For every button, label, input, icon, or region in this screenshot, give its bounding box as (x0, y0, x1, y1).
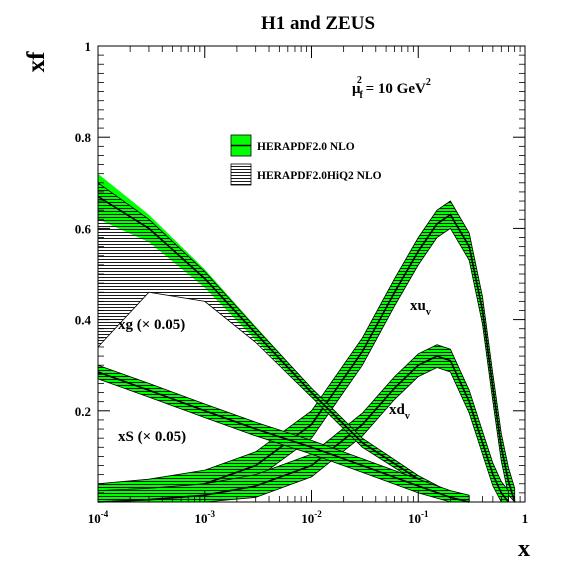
legend-swatch-hatch (230, 163, 252, 186)
x-tick-exp: -1 (421, 509, 429, 519)
scale-sup: 2 (357, 75, 362, 86)
legend-entry-hiq2: HERAPDF2.0HiQ2 NLO (230, 163, 382, 186)
band-xg (98, 173, 470, 502)
x-tick-base: 10 (195, 511, 208, 526)
label-xuv: xuv (410, 298, 431, 318)
x-tick-label: 10-1 (408, 509, 429, 526)
label-xuv-sub: v (426, 307, 431, 318)
y-tick-label: 0.4 (75, 313, 92, 328)
curve-xu_v (97, 213, 516, 503)
curve-xS (97, 371, 470, 503)
scale-sub: f (360, 90, 364, 101)
label-xs: xS (× 0.05) (118, 429, 186, 445)
x-axis-label: x (518, 536, 530, 562)
curve-xd_v (97, 355, 510, 503)
legend: HERAPDF2.0 NLO HERAPDF2.0HiQ2 NLO (230, 134, 382, 186)
x-tick-exp: -4 (101, 509, 109, 519)
label-xdv-main: xd (389, 402, 406, 418)
x-tick-base: 10 (408, 511, 421, 526)
y-axis-label: xf (23, 51, 50, 73)
x-tick-labels: 10-4 10-3 10-2 10-1 1 (88, 509, 529, 526)
unit-sup: 2 (426, 77, 431, 88)
chart-title: H1 and ZEUS (261, 13, 375, 34)
y-tick-label: 0.6 (75, 221, 92, 236)
x-tick-label: 10-3 (195, 509, 216, 526)
y-tick-labels: 0.2 0.4 0.6 0.8 1 (75, 39, 92, 419)
x-tick-label: 10-2 (301, 509, 322, 526)
legend-label-hiq2: HERAPDF2.0HiQ2 NLO (257, 170, 382, 182)
legend-entry-herapdf: HERAPDF2.0 NLO (230, 134, 355, 157)
x-tick-exp: -2 (314, 509, 322, 519)
x-tick-label: 10-4 (88, 509, 109, 526)
y-tick-label: 0.2 (75, 404, 91, 419)
scale-rest: = 10 GeV (362, 81, 426, 97)
legend-label-herapdf: HERAPDF2.0 NLO (257, 141, 355, 153)
scale-annotation: μf 2 = 10 GeV2 (352, 75, 431, 101)
x-tick-label: 1 (522, 511, 529, 526)
x-tick-base: 10 (88, 511, 101, 526)
y-tick-label: 0.8 (75, 130, 92, 145)
x-tick-exp: -3 (208, 509, 216, 519)
x-tick-base: 10 (301, 511, 314, 526)
axis-ticks (97, 46, 526, 502)
mu-symbol: μ (352, 81, 361, 97)
plot-area (97, 173, 516, 504)
label-xdv: xdv (389, 402, 410, 422)
x-tick-base: 1 (522, 511, 529, 526)
label-xdv-sub: v (405, 411, 410, 422)
label-xuv-main: xu (410, 298, 426, 314)
y-tick-label: 1 (85, 39, 92, 54)
label-xg: xg (× 0.05) (118, 317, 185, 333)
